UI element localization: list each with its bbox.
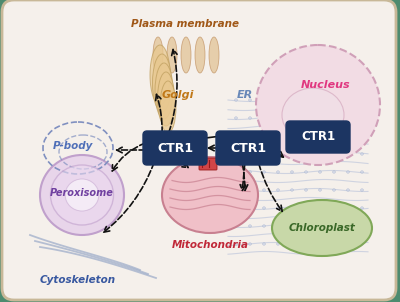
Ellipse shape (276, 171, 280, 173)
Ellipse shape (262, 117, 266, 119)
Ellipse shape (346, 153, 350, 155)
Ellipse shape (332, 117, 336, 119)
Ellipse shape (332, 171, 336, 173)
FancyBboxPatch shape (286, 121, 350, 153)
Ellipse shape (332, 207, 336, 209)
Text: Nucleus: Nucleus (301, 80, 351, 90)
Ellipse shape (304, 153, 308, 155)
Ellipse shape (276, 189, 280, 191)
Ellipse shape (332, 189, 336, 191)
Ellipse shape (332, 135, 336, 137)
Ellipse shape (234, 99, 238, 101)
Ellipse shape (318, 225, 322, 227)
Ellipse shape (234, 189, 238, 191)
Ellipse shape (234, 171, 238, 173)
Ellipse shape (181, 37, 191, 73)
Ellipse shape (346, 171, 350, 173)
Ellipse shape (360, 135, 364, 137)
Ellipse shape (290, 207, 294, 209)
Ellipse shape (262, 207, 266, 209)
Ellipse shape (360, 99, 364, 101)
Ellipse shape (272, 200, 372, 256)
Ellipse shape (290, 99, 294, 101)
Ellipse shape (155, 63, 173, 119)
Text: CTR1: CTR1 (230, 142, 266, 155)
Text: Mitochondria: Mitochondria (172, 240, 248, 250)
Ellipse shape (262, 189, 266, 191)
Text: CTR1: CTR1 (301, 130, 335, 143)
Ellipse shape (262, 225, 266, 227)
Ellipse shape (152, 54, 172, 112)
Ellipse shape (248, 189, 252, 191)
Ellipse shape (50, 165, 114, 225)
Ellipse shape (248, 117, 252, 119)
Ellipse shape (234, 243, 238, 245)
Ellipse shape (332, 153, 336, 155)
Ellipse shape (304, 99, 308, 101)
Text: Cytoskeleton: Cytoskeleton (40, 275, 116, 285)
Ellipse shape (318, 99, 322, 101)
Ellipse shape (360, 189, 364, 191)
Ellipse shape (276, 225, 280, 227)
Ellipse shape (360, 225, 364, 227)
Ellipse shape (65, 179, 99, 211)
Ellipse shape (248, 225, 252, 227)
Text: Golgi: Golgi (162, 90, 194, 100)
Ellipse shape (276, 117, 280, 119)
Ellipse shape (304, 243, 308, 245)
Ellipse shape (346, 135, 350, 137)
Ellipse shape (290, 189, 294, 191)
Text: CTR1: CTR1 (157, 142, 193, 155)
Ellipse shape (248, 207, 252, 209)
Ellipse shape (158, 72, 174, 126)
Ellipse shape (153, 37, 163, 73)
Ellipse shape (318, 153, 322, 155)
Ellipse shape (318, 243, 322, 245)
Ellipse shape (234, 135, 238, 137)
Ellipse shape (346, 99, 350, 101)
Text: ER: ER (237, 90, 253, 100)
Ellipse shape (262, 243, 266, 245)
Ellipse shape (318, 117, 322, 119)
Ellipse shape (160, 81, 176, 133)
Ellipse shape (167, 37, 177, 73)
Ellipse shape (276, 153, 280, 155)
Ellipse shape (346, 189, 350, 191)
Ellipse shape (346, 117, 350, 119)
Ellipse shape (360, 153, 364, 155)
Ellipse shape (234, 207, 238, 209)
Ellipse shape (262, 171, 266, 173)
Ellipse shape (248, 171, 252, 173)
Ellipse shape (304, 135, 308, 137)
Ellipse shape (360, 171, 364, 173)
Ellipse shape (248, 153, 252, 155)
Ellipse shape (332, 243, 336, 245)
Ellipse shape (262, 99, 266, 101)
Ellipse shape (290, 243, 294, 245)
Ellipse shape (234, 117, 238, 119)
Ellipse shape (276, 135, 280, 137)
Ellipse shape (332, 225, 336, 227)
Ellipse shape (346, 243, 350, 245)
Ellipse shape (304, 117, 308, 119)
Text: Chloroplast: Chloroplast (288, 223, 356, 233)
Ellipse shape (290, 153, 294, 155)
Ellipse shape (234, 225, 238, 227)
Ellipse shape (282, 88, 344, 142)
Ellipse shape (262, 135, 266, 137)
Ellipse shape (162, 157, 258, 233)
Text: Plasma membrane: Plasma membrane (131, 19, 239, 29)
Ellipse shape (209, 37, 219, 73)
Ellipse shape (304, 171, 308, 173)
Ellipse shape (290, 171, 294, 173)
Text: Peroxisome: Peroxisome (50, 188, 114, 198)
Ellipse shape (290, 117, 294, 119)
Ellipse shape (318, 135, 322, 137)
Ellipse shape (276, 99, 280, 101)
FancyBboxPatch shape (2, 0, 396, 300)
Text: P-body: P-body (53, 141, 93, 151)
Ellipse shape (360, 117, 364, 119)
Ellipse shape (276, 243, 280, 245)
Ellipse shape (248, 243, 252, 245)
